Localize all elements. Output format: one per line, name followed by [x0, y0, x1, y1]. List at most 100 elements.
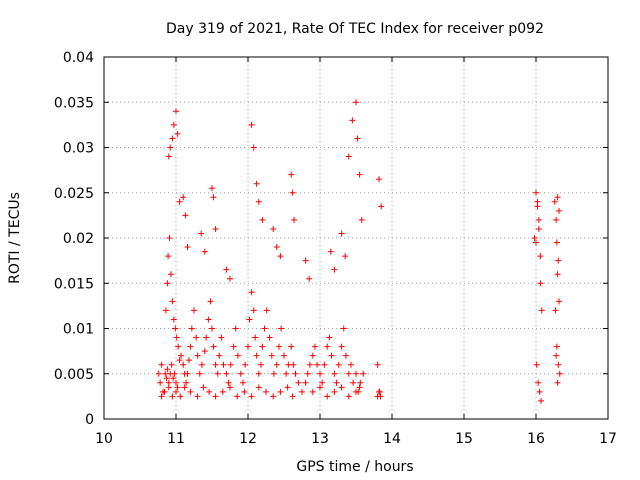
data-point — [533, 239, 539, 246]
x-tick-label: 11 — [167, 431, 185, 447]
data-point — [273, 361, 280, 368]
data-point — [212, 361, 219, 368]
data-point — [349, 117, 356, 124]
y-tick-label: 0.035 — [54, 95, 94, 111]
data-point — [167, 144, 174, 151]
data-point — [227, 275, 233, 282]
y-tick-label: 0.04 — [63, 50, 94, 66]
data-point — [535, 216, 542, 223]
data-point — [175, 343, 182, 350]
data-point — [283, 370, 290, 377]
data-point — [248, 393, 255, 400]
data-point — [553, 352, 560, 359]
data-point — [170, 121, 177, 128]
data-point — [556, 298, 563, 305]
data-point — [288, 171, 295, 178]
data-point — [184, 244, 191, 251]
x-tick-label: 12 — [239, 431, 257, 447]
data-point — [169, 135, 176, 142]
data-point — [538, 307, 545, 314]
data-point — [533, 189, 539, 196]
data-point — [552, 307, 559, 314]
data-point — [289, 189, 296, 196]
data-point — [185, 357, 192, 364]
data-point — [277, 253, 284, 260]
data-points — [155, 99, 563, 404]
data-point — [531, 235, 538, 241]
data-point — [345, 393, 352, 400]
data-point — [245, 343, 251, 350]
data-point — [219, 388, 226, 395]
data-point — [155, 370, 162, 377]
data-point — [223, 370, 230, 377]
data-point — [378, 203, 385, 210]
data-point — [169, 298, 176, 305]
x-tick-label: 13 — [311, 431, 329, 447]
data-point — [210, 194, 217, 201]
x-tick-label: 17 — [599, 431, 617, 447]
data-point — [214, 370, 221, 377]
data-point — [250, 307, 257, 314]
data-point — [201, 348, 208, 355]
data-point — [353, 388, 359, 395]
y-axis-label: ROTI / TECUs — [7, 192, 23, 284]
data-point — [551, 198, 558, 205]
data-point — [227, 384, 233, 391]
data-point — [535, 225, 542, 232]
data-point — [354, 135, 361, 142]
data-point — [292, 370, 299, 377]
data-point — [374, 361, 381, 368]
data-point — [212, 393, 219, 400]
data-point — [252, 334, 259, 341]
data-point — [340, 325, 347, 332]
data-point — [168, 361, 175, 368]
data-point — [270, 225, 277, 232]
data-point — [347, 361, 354, 368]
data-point — [311, 343, 318, 350]
data-point — [356, 384, 363, 391]
data-point — [170, 316, 177, 323]
data-point — [353, 370, 359, 377]
y-tick-label: 0.03 — [63, 141, 94, 157]
data-point — [259, 343, 266, 350]
data-point — [169, 393, 176, 400]
data-point — [268, 352, 275, 359]
data-point — [174, 384, 181, 391]
data-point — [275, 343, 282, 350]
data-point — [535, 379, 542, 386]
data-point — [220, 361, 227, 368]
data-point — [165, 384, 172, 391]
data-point — [350, 379, 357, 386]
data-point — [302, 379, 309, 386]
data-point — [335, 361, 342, 368]
data-point — [223, 266, 230, 273]
data-point — [553, 216, 560, 223]
x-tick-label: 15 — [455, 431, 473, 447]
data-point — [317, 384, 323, 391]
data-point — [270, 393, 277, 400]
data-point — [255, 384, 262, 391]
data-point — [218, 334, 225, 341]
data-point — [196, 370, 203, 377]
data-point — [281, 352, 287, 359]
x-tick-labels: 10 11 12 13 14 15 16 17 — [95, 431, 617, 447]
data-point — [242, 361, 249, 368]
data-point — [537, 253, 544, 260]
data-point — [200, 384, 207, 391]
data-point — [173, 334, 180, 341]
data-point — [556, 207, 563, 214]
data-point — [184, 370, 191, 377]
data-point — [290, 361, 297, 368]
data-point — [198, 230, 205, 237]
data-point — [250, 144, 257, 151]
data-point — [253, 352, 260, 359]
data-point — [181, 384, 188, 391]
data-point — [263, 388, 269, 395]
data-point — [324, 393, 331, 400]
data-point — [306, 361, 313, 368]
data-point — [259, 216, 266, 223]
data-point — [209, 325, 215, 332]
data-point — [289, 393, 296, 400]
data-point — [306, 275, 313, 282]
data-point — [207, 298, 214, 305]
